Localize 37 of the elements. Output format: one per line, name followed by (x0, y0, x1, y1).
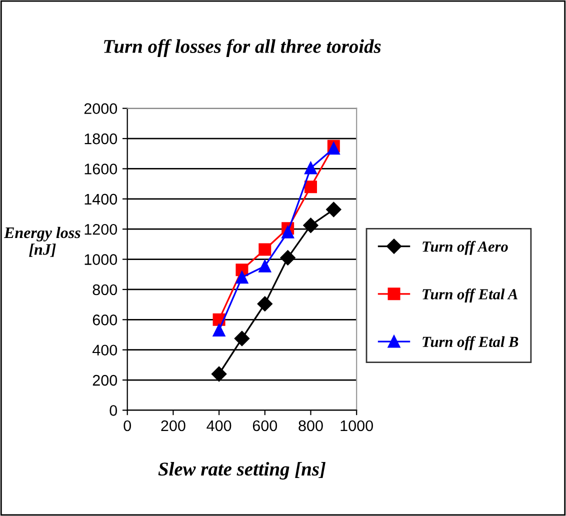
legend-label: Turn off Etal B (422, 336, 518, 350)
y-tick-label: 200 (92, 374, 118, 386)
x-tick-label: 1000 (340, 420, 373, 432)
point (282, 226, 294, 238)
point (234, 330, 250, 346)
point (211, 366, 227, 382)
x-tick-label: 400 (206, 420, 232, 432)
y-tick-label: 600 (92, 314, 118, 326)
x-tick-label: 0 (124, 420, 131, 432)
chart-title: Turn off losses for all three toroids (104, 39, 381, 57)
y-tick-label: 400 (92, 344, 118, 356)
point (212, 324, 226, 336)
y-tick-label: 2000 (84, 103, 118, 114)
y-tick-label: 1200 (84, 224, 118, 235)
y-axis-title: Energy loss [nJ] (4, 226, 80, 257)
point (258, 260, 272, 272)
y-tick-label: 1000 (84, 254, 118, 265)
point (327, 142, 340, 155)
point (280, 250, 296, 266)
x-tick-label: 200 (161, 420, 186, 432)
y-tick-label: 1800 (84, 133, 118, 144)
legend-label: Turn off Aero (422, 240, 508, 255)
point (304, 162, 317, 174)
point (258, 243, 272, 256)
y-tick-label: 800 (92, 284, 118, 296)
x-tick-label: 600 (252, 420, 278, 432)
y-tick-label: 1600 (84, 164, 118, 174)
point (304, 180, 317, 194)
y-tick-label: 1400 (84, 194, 118, 205)
point (303, 218, 318, 233)
point (257, 296, 272, 312)
y-tick-label: 0 (110, 405, 118, 416)
x-tick-label: 800 (298, 420, 323, 432)
x-axis-title: Slew rate setting [ns] (158, 462, 326, 480)
point (326, 202, 342, 218)
point (236, 271, 248, 284)
legend-label: Turn off Etal A (422, 288, 518, 303)
